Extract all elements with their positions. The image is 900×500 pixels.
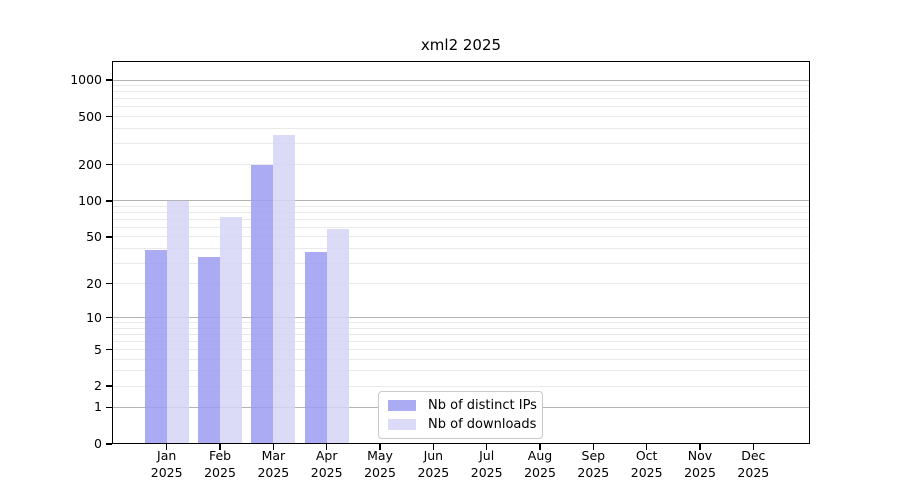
minor-gridline-4 xyxy=(113,358,809,360)
plot-border xyxy=(112,61,810,444)
major-gridline-100 xyxy=(113,200,809,202)
x-tick-feb-2025 xyxy=(219,444,221,450)
x-tick-jan-2025 xyxy=(166,444,168,450)
bar-downloads-feb-2025 xyxy=(220,217,243,444)
x-tick-aug-2025 xyxy=(539,444,541,450)
minor-gridline-9 xyxy=(113,322,809,324)
y-tick-0 xyxy=(106,443,112,445)
minor-gridline-80 xyxy=(113,212,809,213)
bar-downloads-jan-2025 xyxy=(166,200,189,444)
bar-downloads-apr-2025 xyxy=(326,229,349,444)
legend-swatch-downloads xyxy=(388,418,416,430)
minor-gridline-40 xyxy=(113,247,809,249)
minor-gridline-20 xyxy=(113,283,809,285)
legend: Nb of distinct IPs Nb of downloads xyxy=(378,391,543,439)
y-tick-label-20: 20 xyxy=(86,275,102,291)
minor-gridline-600 xyxy=(113,106,809,108)
legend-label-distinct-ips: Nb of distinct IPs xyxy=(428,398,537,414)
x-tick-mar-2025 xyxy=(272,444,275,450)
x-tick-label-apr-2025: Apr 2025 xyxy=(310,448,343,480)
bar-distinct-ips-mar-2025 xyxy=(251,164,274,444)
y-tick-1000 xyxy=(106,79,112,81)
x-tick-label-feb-2025: Feb 2025 xyxy=(204,448,236,480)
minor-gridline-90 xyxy=(113,205,809,207)
minor-gridline-6 xyxy=(113,340,809,342)
minor-gridline-5 xyxy=(113,349,809,351)
x-tick-sep-2025 xyxy=(592,444,595,450)
x-tick-label-may-2025: May 2025 xyxy=(364,448,396,480)
y-tick-5 xyxy=(106,348,112,351)
y-tick-500 xyxy=(106,115,112,118)
minor-gridline-300 xyxy=(113,142,809,144)
minor-gridline-70 xyxy=(113,218,809,220)
x-tick-may-2025 xyxy=(379,444,381,450)
y-tick-20 xyxy=(106,282,112,285)
x-tick-jun-2025 xyxy=(432,444,435,450)
y-tick-label-0: 0 xyxy=(94,436,102,451)
x-tick-label-sep-2025: Sep 2025 xyxy=(577,448,610,480)
y-tick-50 xyxy=(106,236,112,238)
minor-gridline-800 xyxy=(113,91,809,93)
y-tick-label-100: 100 xyxy=(78,192,102,208)
x-tick-label-mar-2025: Mar 2025 xyxy=(257,448,290,480)
x-tick-nov-2025 xyxy=(699,444,701,450)
minor-gridline-50 xyxy=(113,236,809,238)
x-tick-label-jul-2025: Jul 2025 xyxy=(470,448,503,480)
x-tick-oct-2025 xyxy=(645,444,648,450)
y-tick-200 xyxy=(106,163,112,166)
minor-gridline-400 xyxy=(113,127,809,129)
x-tick-label-aug-2025: Aug 2025 xyxy=(524,448,556,480)
y-tick-1 xyxy=(106,406,112,409)
y-tick-label-1: 1 xyxy=(94,399,102,415)
x-tick-label-jan-2025: Jan 2025 xyxy=(150,448,183,480)
minor-gridline-60 xyxy=(113,226,809,228)
minor-gridline-3 xyxy=(113,370,809,372)
bar-distinct-ips-jan-2025 xyxy=(144,249,167,444)
x-tick-label-jun-2025: Jun 2025 xyxy=(417,448,450,480)
major-gridline-10 xyxy=(113,317,809,319)
x-tick-label-oct-2025: Oct 2025 xyxy=(630,448,663,480)
x-tick-jul-2025 xyxy=(485,444,488,450)
major-gridline-1000 xyxy=(113,79,809,81)
minor-gridline-30 xyxy=(113,262,809,264)
bar-distinct-ips-feb-2025 xyxy=(198,256,221,444)
bar-downloads-mar-2025 xyxy=(273,135,296,444)
legend-label-downloads: Nb of downloads xyxy=(428,416,537,432)
x-tick-dec-2025 xyxy=(752,444,755,450)
bar-distinct-ips-apr-2025 xyxy=(304,252,327,444)
minor-gridline-500 xyxy=(113,116,809,117)
minor-gridline-900 xyxy=(113,85,809,87)
y-tick-label-2: 2 xyxy=(94,378,102,394)
y-tick-label-200: 200 xyxy=(78,156,102,172)
x-tick-label-dec-2025: Dec 2025 xyxy=(737,448,770,480)
x-tick-label-nov-2025: Nov 2025 xyxy=(684,448,716,480)
minor-gridline-700 xyxy=(113,98,809,100)
y-tick-label-1000: 1000 xyxy=(70,72,102,88)
minor-gridline-8 xyxy=(113,327,809,329)
y-tick-label-500: 500 xyxy=(78,108,102,124)
y-tick-100 xyxy=(106,200,112,202)
minor-gridline-7 xyxy=(113,333,809,335)
y-tick-2 xyxy=(106,385,112,387)
minor-gridline-200 xyxy=(113,164,809,166)
y-tick-10 xyxy=(106,316,112,319)
chart-title: xml2 2025 xyxy=(420,36,502,54)
legend-item-distinct-ips: Nb of distinct IPs xyxy=(388,398,537,413)
legend-swatch-distinct-ips xyxy=(388,400,416,412)
y-tick-label-50: 50 xyxy=(86,228,102,244)
minor-gridline-2 xyxy=(113,385,809,387)
y-tick-label-5: 5 xyxy=(94,341,102,357)
y-tick-label-10: 10 xyxy=(86,309,102,325)
x-tick-apr-2025 xyxy=(325,444,328,450)
legend-item-downloads: Nb of downloads xyxy=(388,416,537,432)
